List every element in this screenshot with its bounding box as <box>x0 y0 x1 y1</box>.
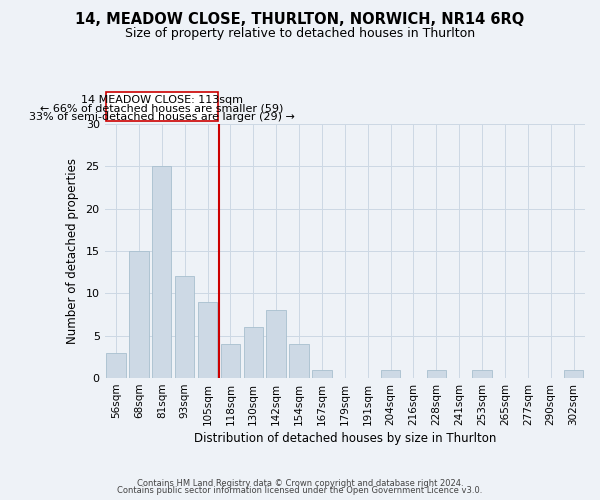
Bar <box>198 302 217 378</box>
Bar <box>266 310 286 378</box>
X-axis label: Distribution of detached houses by size in Thurlton: Distribution of detached houses by size … <box>194 432 496 445</box>
Bar <box>106 352 126 378</box>
Text: ← 66% of detached houses are smaller (59): ← 66% of detached houses are smaller (59… <box>40 104 283 114</box>
Bar <box>289 344 309 378</box>
Text: Contains public sector information licensed under the Open Government Licence v3: Contains public sector information licen… <box>118 486 482 495</box>
Bar <box>312 370 332 378</box>
Text: 14 MEADOW CLOSE: 113sqm: 14 MEADOW CLOSE: 113sqm <box>81 95 243 105</box>
Bar <box>129 251 149 378</box>
Bar <box>381 370 400 378</box>
Text: 14, MEADOW CLOSE, THURLTON, NORWICH, NR14 6RQ: 14, MEADOW CLOSE, THURLTON, NORWICH, NR1… <box>76 12 524 28</box>
Text: 33% of semi-detached houses are larger (29) →: 33% of semi-detached houses are larger (… <box>29 112 295 122</box>
Bar <box>175 276 194 378</box>
Text: Size of property relative to detached houses in Thurlton: Size of property relative to detached ho… <box>125 28 475 40</box>
Text: Contains HM Land Registry data © Crown copyright and database right 2024.: Contains HM Land Registry data © Crown c… <box>137 478 463 488</box>
Bar <box>152 166 172 378</box>
Bar <box>427 370 446 378</box>
Bar <box>221 344 240 378</box>
Y-axis label: Number of detached properties: Number of detached properties <box>65 158 79 344</box>
Bar <box>244 327 263 378</box>
Bar <box>564 370 583 378</box>
FancyBboxPatch shape <box>106 92 218 121</box>
Bar <box>472 370 492 378</box>
